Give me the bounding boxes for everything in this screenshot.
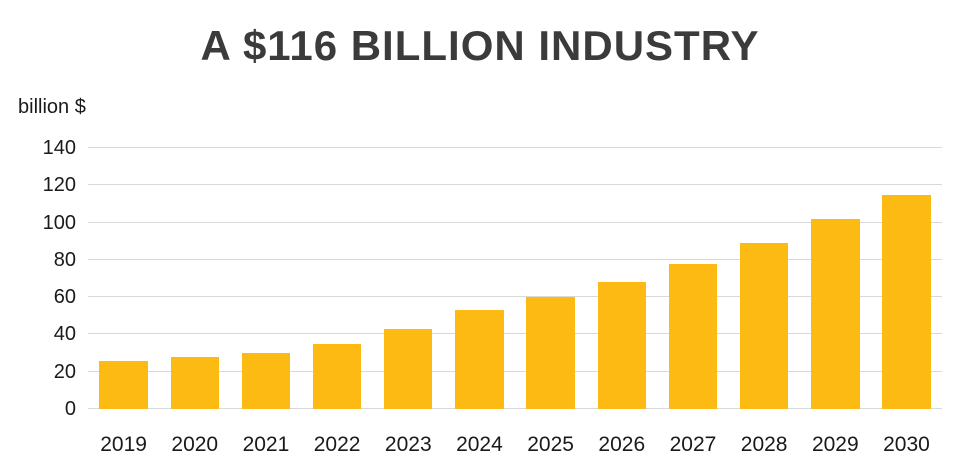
x-tick-label-2030: 2030 <box>883 433 930 456</box>
bars-row <box>88 148 942 409</box>
bar-slot-2024 <box>444 148 515 409</box>
bar-slot-2021 <box>230 148 301 409</box>
bar-slot-2020 <box>159 148 230 409</box>
bar-2022 <box>312 343 362 409</box>
bar-2021 <box>241 353 291 409</box>
x-tick-label-2027: 2027 <box>669 433 717 456</box>
gridline-20 <box>88 370 942 372</box>
bar-slot-2027 <box>657 148 728 409</box>
bar-2026 <box>597 282 646 409</box>
gridline-120 <box>88 184 942 186</box>
gridline-140 <box>88 147 942 148</box>
bar-slot-2022 <box>302 148 373 409</box>
y-tick-label-100: 100 <box>42 211 76 234</box>
bar-slot-2029 <box>800 148 871 409</box>
x-axis-tick-labels: 2019 2020 2021 2022 2023 2024 2025 2026 2027 2028… <box>88 433 942 457</box>
bar-2025 <box>526 297 575 409</box>
bar-slot-2023 <box>373 148 444 409</box>
y-tick-label-40: 40 <box>53 323 76 346</box>
chart-title: A $116 BILLION INDUSTRY <box>200 22 760 69</box>
x-tick-label-2024: 2024 <box>456 433 503 456</box>
x-tick-label-2028: 2028 <box>740 433 788 456</box>
y-tick-label-20: 20 <box>53 360 76 383</box>
gridline-40 <box>88 333 942 335</box>
y-tick-label-80: 80 <box>53 248 76 271</box>
bar-2020 <box>170 356 219 409</box>
x-tick-label-2029: 2029 <box>811 433 859 456</box>
bar-2019 <box>99 360 148 409</box>
x-tick-label-2025: 2025 <box>527 433 574 456</box>
gridline-80 <box>88 258 942 260</box>
x-tick-label-2023: 2023 <box>384 433 432 456</box>
y-tick-label-60: 60 <box>53 286 76 309</box>
gridline-100 <box>88 221 942 223</box>
x-tick-label-2021: 2021 <box>242 433 290 456</box>
x-tick-label-2022: 2022 <box>313 433 361 456</box>
bar-slot-2028 <box>729 148 800 409</box>
bar-slot-2019 <box>88 148 159 409</box>
y-axis-unit-label: billion $ <box>18 96 86 118</box>
bar-2023 <box>384 328 433 409</box>
bar-slot-2030 <box>871 148 942 409</box>
y-tick-label-140: 140 <box>42 137 76 159</box>
bar-2029 <box>811 218 860 409</box>
gridline-0 <box>88 408 942 409</box>
x-tick-label-2020: 2020 <box>171 433 219 456</box>
bar-2028 <box>739 243 789 409</box>
bar-slot-2025 <box>515 148 586 409</box>
x-tick-label-2019: 2019 <box>100 433 147 456</box>
bar-2030 <box>882 194 931 409</box>
bar-2027 <box>668 263 718 409</box>
y-tick-label-120: 120 <box>42 174 76 197</box>
y-tick-label-0: 0 <box>64 398 76 420</box>
x-tick-label-2026: 2026 <box>598 433 646 456</box>
plot-area <box>88 147 942 409</box>
gridline-60 <box>88 296 942 298</box>
bar-2024 <box>455 310 504 409</box>
bar-slot-2026 <box>586 148 657 409</box>
